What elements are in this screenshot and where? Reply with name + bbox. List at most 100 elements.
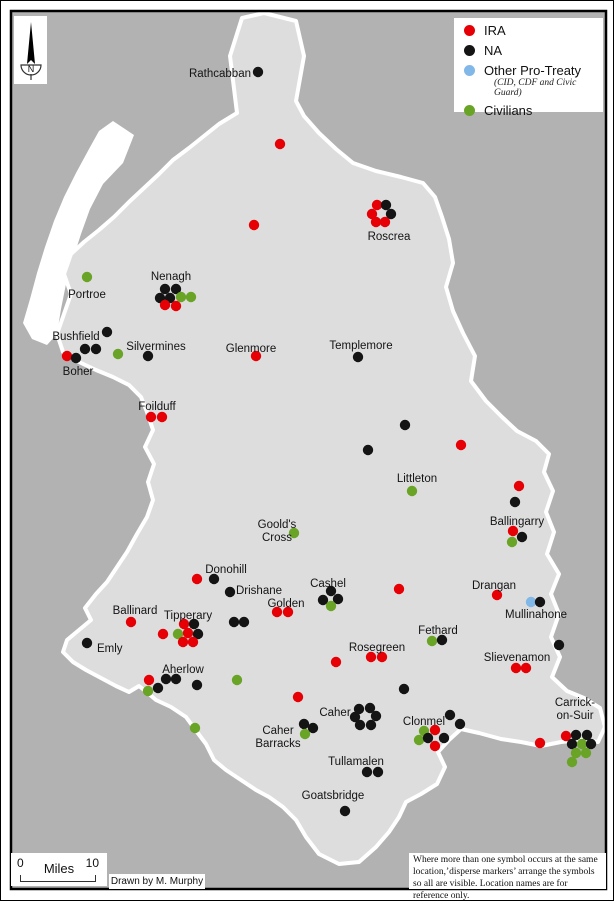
marker-ira [393,583,405,595]
marker-ira [379,216,391,228]
marker-civ [580,747,592,759]
place-label-aherlow: Aherlow [162,664,204,676]
compass-north-label: N [28,64,35,74]
marker-na [509,496,521,508]
marker-na [188,618,200,630]
marker-ira [191,573,203,585]
legend-dot-na [464,45,475,56]
place-label-tipperary: Tipperary [164,610,212,622]
marker-na [252,66,264,78]
place-label-nenagh: Nenagh [151,271,191,283]
marker-na [399,419,411,431]
place-label-templemore: Templemore [329,340,392,352]
marker-na [142,350,154,362]
marker-ira [159,299,171,311]
marker-ira [491,589,503,601]
marker-na [454,718,466,730]
marker-na [317,594,329,606]
marker-civ [576,738,588,750]
legend-item-ira: IRA [464,24,603,37]
marker-ira [292,691,304,703]
marker-civ [566,756,578,768]
legend-sublabel: (CID, CDF and Civic Guard) [494,78,577,98]
marker-na [224,586,236,598]
marker-ira [157,628,169,640]
legend-item-na: NA [464,44,603,57]
place-label-roscrea: Roscrea [368,231,411,243]
marker-civ [112,348,124,360]
marker-na [570,729,582,741]
place-label-carrick-on-suir: Carrick-on-Suir [555,697,595,722]
marker-na [422,732,434,744]
marker-civ [142,685,154,697]
marker-ira [560,730,572,742]
marker-civ [81,271,93,283]
marker-na [581,729,593,741]
marker-ira [510,662,522,674]
marker-na [534,596,546,608]
place-label-donohill: Donohill [205,564,247,576]
marker-na [444,709,456,721]
marker-na [365,719,377,731]
marker-ira [61,350,73,362]
marker-ira [330,656,342,668]
scale-end-label: 10 [85,856,99,870]
marker-civ [426,635,438,647]
marker-civ [406,485,418,497]
marker-na [101,326,113,338]
legend: IRA NA Other Pro-Treaty (CID, CDF and Civic… [454,18,603,117]
marker-na [325,585,337,597]
compass-rose: N [14,16,47,84]
marker-na [585,738,597,750]
marker-na [307,722,319,734]
place-label-cashel: Cashel [310,578,346,590]
marker-civ [506,536,518,548]
marker-na [170,283,182,295]
place-label-rosegreen: Rosegreen [349,642,405,654]
marker-civ [175,291,187,303]
marker-na [361,766,373,778]
marker-na [362,444,374,456]
place-label-caher-barracks: Caher Barracks [255,725,301,750]
marker-ira [520,662,532,674]
lough-derg-water [23,121,134,345]
marker-na [352,351,364,363]
map-frame-border [9,9,608,891]
marker-na [159,283,171,295]
marker-ira [145,411,157,423]
north-arrow-icon: N [20,22,42,80]
marker-na [370,710,382,722]
place-label-ballinard: Ballinard [113,605,158,617]
marker-ira [365,651,377,663]
marker-na [364,702,376,714]
marker-ira [455,439,467,451]
legend-label: Other Pro-Treaty [484,63,582,78]
marker-ira [507,525,519,537]
marker-civ [299,728,311,740]
scale-unit-label: Miles [43,861,75,876]
legend-label: IRA [484,23,506,38]
marker-na [90,343,102,355]
marker-ira [187,636,199,648]
marker-civ [189,722,201,734]
marker-civ [325,600,337,612]
marker-ira [282,606,294,618]
place-label-portroe: Portroe [68,289,106,301]
place-label-drangan: Drangan [472,580,516,592]
county-tipperary-shape [55,11,606,866]
marker-ira [250,350,262,362]
scale-bracket-line [20,875,96,882]
marker-ira [271,606,283,618]
marker-na [152,682,164,694]
legend-label: Civilians [484,103,533,118]
marker-na [553,639,565,651]
legend-item-civilians: Civilians [464,104,603,117]
marker-ira [371,199,383,211]
scale-start-label: 0 [17,856,24,870]
marker-ira [429,724,441,736]
place-label-drishane: Drishane [236,585,282,597]
place-label-boher: Boher [63,366,94,378]
place-label-bushfield: Bushfield [52,331,99,343]
